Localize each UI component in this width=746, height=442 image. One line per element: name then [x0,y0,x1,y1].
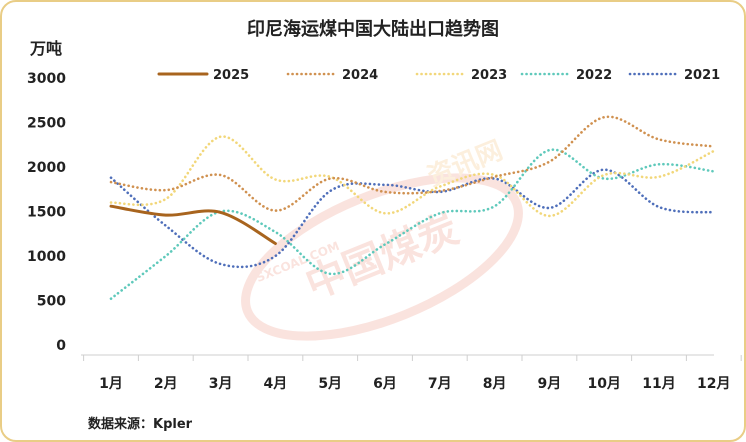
x-tick-label: 9月 [538,376,562,392]
x-tick-label: 10月 [587,376,620,392]
legend-label-2021: 2021 [684,68,720,83]
series-line-2023 [109,135,716,218]
source-note: 数据来源：Kpler [88,416,193,432]
y-axis-unit: 万吨 [29,39,62,58]
legend-label-2025: 2025 [213,68,249,83]
x-tick-label: 3月 [209,376,233,392]
series-lines [109,115,716,300]
x-tick-label: 8月 [483,376,507,392]
y-tick-label: 2000 [27,160,66,176]
legend: 2025 2024 2023 2022 2021 [157,68,720,83]
chart-title: 印尼海运煤中国大陆出口趋势图 [247,18,499,40]
legend-label-2024: 2024 [342,68,378,83]
x-tick-label: 6月 [373,376,397,392]
x-tick-label: 5月 [318,376,342,392]
x-tick-label: 11月 [642,376,675,392]
y-tick-label: 3000 [27,71,66,87]
series-line-2021 [109,168,716,269]
series-line-2024 [109,115,716,212]
y-tick-label: 0 [56,338,66,354]
x-tick-label: 12月 [697,376,730,392]
legend-label-2023: 2023 [471,68,507,83]
y-axis-ticks: 0 500 1000 1500 2000 2500 3000 [27,71,66,354]
x-tick-label: 2月 [154,376,178,392]
watermark: 中国煤炭 SXCOAL.COM 资讯网 [241,136,523,341]
series-line-2022 [109,148,716,300]
x-tick-label: 4月 [264,376,288,392]
y-tick-label: 1000 [27,249,66,265]
x-axis-ticks: 1月 2月 3月 4月 5月 6月 7月 8月 9月 10月 11月 12月 [83,355,742,392]
watermark-ring [241,173,523,341]
y-tick-label: 500 [37,294,66,310]
x-tick-label: 1月 [99,376,123,392]
y-tick-label: 2500 [27,116,66,132]
y-tick-label: 1500 [27,205,66,221]
legend-label-2022: 2022 [576,68,612,83]
x-tick-label: 7月 [428,376,452,392]
series-line-2025 [109,204,277,245]
